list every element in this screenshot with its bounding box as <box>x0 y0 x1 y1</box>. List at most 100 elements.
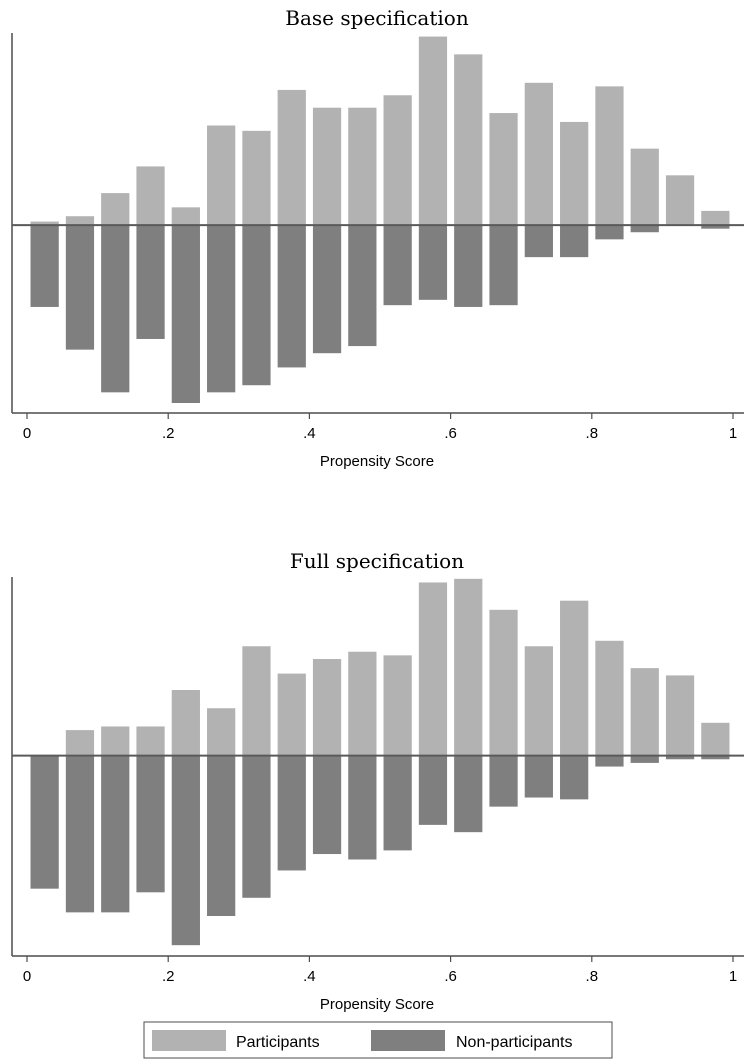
participants-bar <box>560 121 589 226</box>
chart-title: Base specification <box>285 6 469 30</box>
participants-bar <box>665 675 695 756</box>
non-participants-bar <box>101 225 130 393</box>
non-participants-bar <box>665 755 695 760</box>
x-tick-label: .4 <box>303 968 316 985</box>
participants-bar <box>136 166 165 226</box>
bars-group <box>30 36 730 403</box>
participants-bar <box>454 54 483 226</box>
x-ticks-group: 0 .2 .4 .6 .8 1 <box>23 413 737 442</box>
full-specification-panel: Full specification 0 .2 .4 .6 .8 1 Propensity… <box>11 549 744 1013</box>
non-participants-bar <box>277 755 306 871</box>
non-participants-bar <box>383 755 412 851</box>
participants-bar <box>171 207 200 226</box>
non-participants-bar <box>277 225 306 368</box>
non-participants-bar <box>701 755 730 760</box>
participants-bar <box>418 582 448 756</box>
x-tick-label: .8 <box>586 968 599 985</box>
participants-bar <box>242 646 271 756</box>
participants-bar <box>454 578 483 756</box>
non-participants-bar <box>242 755 271 898</box>
x-tick-label: 0 <box>23 968 31 985</box>
x-tick-label: .4 <box>303 425 316 442</box>
non-participants-bar <box>312 225 342 354</box>
non-participants-bar <box>489 755 518 807</box>
participants-bar <box>207 708 236 756</box>
non-participants-bar <box>348 225 377 347</box>
x-tick-label: .6 <box>444 425 457 442</box>
participants-bar <box>242 130 271 226</box>
participants-bar <box>489 609 518 756</box>
participants-bar <box>665 175 695 226</box>
participants-bar <box>207 125 236 226</box>
participants-bar <box>277 89 306 226</box>
participants-bar <box>136 726 165 756</box>
participants-bar <box>312 107 342 226</box>
non-participants-bar <box>560 755 589 800</box>
legend-label-participants: Participants <box>236 1034 320 1051</box>
non-participants-bar <box>454 755 483 833</box>
non-participants-bar <box>383 225 412 306</box>
x-ticks-group: 0 .2 .4 .6 .8 1 <box>23 956 737 985</box>
chart-title: Full specification <box>290 549 464 573</box>
participants-bar <box>101 193 130 226</box>
non-participants-bar <box>630 225 659 233</box>
non-participants-bar <box>595 755 624 767</box>
participants-bar <box>101 726 130 756</box>
non-participants-bar <box>524 225 553 258</box>
x-axis-label: Propensity Score <box>320 453 434 470</box>
participants-bar <box>65 216 95 226</box>
participants-bar <box>171 690 200 756</box>
legend: Participants Non-participants <box>143 1021 613 1059</box>
participants-bar <box>418 36 448 226</box>
non-participants-bar <box>30 225 59 307</box>
non-participants-bar <box>101 755 130 913</box>
non-participants-bar <box>560 225 589 258</box>
non-participants-bar <box>630 755 659 763</box>
participants-bar <box>595 640 624 756</box>
legend-label-non-participants: Non-participants <box>456 1034 573 1051</box>
bars-group <box>30 578 730 946</box>
x-tick-label: 1 <box>729 425 737 442</box>
legend-swatch-participants <box>152 1030 226 1051</box>
participants-bar <box>312 659 342 756</box>
participants-bar <box>701 210 730 226</box>
non-participants-bar <box>524 755 553 798</box>
non-participants-bar <box>207 755 236 917</box>
non-participants-bar <box>171 225 200 403</box>
participants-bar <box>701 722 730 756</box>
participants-bar <box>348 107 377 226</box>
participants-bar <box>524 646 553 756</box>
participants-bar <box>595 86 624 226</box>
participants-bar <box>30 221 59 226</box>
participants-bar <box>524 82 553 226</box>
non-participants-bar <box>418 755 448 825</box>
base-specification-panel: Base specification 0 .2 .4 .6 .8 1 Propensity… <box>11 6 744 470</box>
non-participants-bar <box>30 755 59 889</box>
non-participants-bar <box>595 225 624 240</box>
non-participants-bar <box>65 755 95 913</box>
x-axis-label: Propensity Score <box>320 996 434 1013</box>
participants-bar <box>65 730 95 756</box>
participants-bar <box>383 95 412 226</box>
participants-bar <box>277 673 306 756</box>
x-tick-label: 1 <box>729 968 737 985</box>
participants-bar <box>348 651 377 756</box>
non-participants-bar <box>418 225 448 300</box>
participants-bar <box>630 148 659 226</box>
non-participants-bar <box>701 225 730 229</box>
participants-bar <box>560 600 589 756</box>
x-tick-label: .2 <box>162 968 175 985</box>
participants-bar <box>630 668 659 756</box>
participants-bar <box>383 655 412 756</box>
x-tick-label: 0 <box>23 425 31 442</box>
non-participants-bar <box>136 755 165 893</box>
x-tick-label: .2 <box>162 425 175 442</box>
legend-swatch-non-participants <box>371 1030 445 1051</box>
non-participants-bar <box>489 225 518 306</box>
non-participants-bar <box>136 225 165 339</box>
non-participants-bar <box>65 225 95 350</box>
x-tick-label: .6 <box>444 968 457 985</box>
participants-bar <box>489 113 518 226</box>
non-participants-bar <box>312 755 342 855</box>
